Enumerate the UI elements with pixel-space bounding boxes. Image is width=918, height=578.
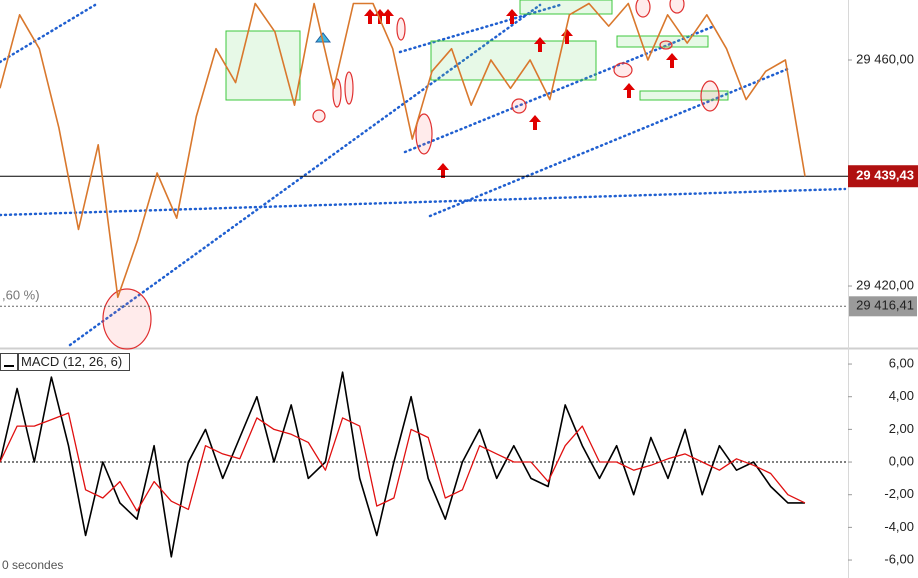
price-panel — [0, 0, 848, 348]
signal-circle — [669, 0, 685, 14]
annotation-text: ,60 %) — [2, 287, 40, 302]
zone-box — [225, 30, 301, 101]
y-tick-label: 0,00 — [889, 453, 914, 468]
signal-circle — [344, 71, 354, 105]
signal-circle — [700, 80, 720, 112]
annotations — [0, 0, 847, 350]
trend-line — [398, 3, 562, 54]
signal-circle — [659, 40, 673, 50]
y-tick-label: 29 420,00 — [856, 277, 914, 292]
y-tick-label: -2,00 — [884, 486, 914, 501]
signal-circle — [511, 98, 527, 114]
signal-circle — [635, 0, 651, 18]
legend-icon[interactable] — [0, 353, 18, 371]
series-line — [0, 412, 806, 512]
macd-panel — [0, 350, 848, 578]
signal-circle — [102, 288, 152, 350]
trend-line — [68, 3, 542, 347]
reference-label-box — [849, 296, 917, 317]
legend-box — [18, 353, 130, 371]
signal-circle — [312, 109, 326, 123]
footer-text: 0 secondes — [2, 558, 63, 572]
y-tick-label: 4,00 — [889, 388, 914, 403]
y-tick-label: 6,00 — [889, 355, 914, 370]
last-price-label: 29 439,43 — [856, 168, 914, 183]
signal-circle — [415, 113, 433, 155]
reference-label: 29 416,41 — [856, 298, 914, 313]
y-tick-label: -6,00 — [884, 551, 914, 566]
trend-line — [428, 66, 792, 218]
series-line — [0, 371, 805, 558]
signal-circle — [613, 62, 633, 78]
series-line — [0, 2, 806, 299]
y-tick-label: -4,00 — [884, 519, 914, 534]
signal-circle — [396, 17, 406, 41]
y-tick-label: 29 460,00 — [856, 51, 914, 66]
trend-line — [0, 3, 97, 64]
last-price-box — [848, 165, 918, 188]
zone-box — [519, 0, 613, 15]
trend-line — [0, 187, 847, 217]
y-tick-label: 2,00 — [889, 421, 914, 436]
plot-layer: 29 460,00 29 420,00 29 416,41 29 439,43 6,00… — [0, 2, 918, 566]
macd-title: MACD (12, 26, 6) — [21, 354, 122, 369]
zone-box — [430, 40, 597, 81]
zone-box — [639, 90, 729, 101]
